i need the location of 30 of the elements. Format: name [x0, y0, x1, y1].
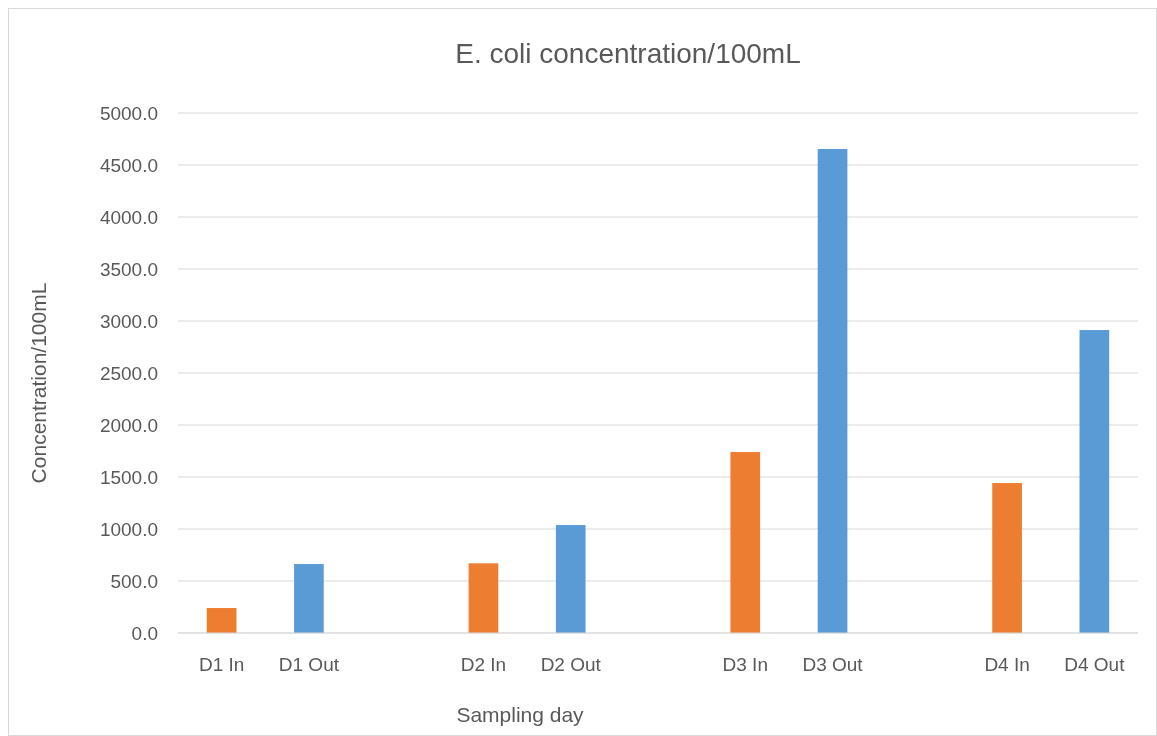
y-tick-label: 3500.0	[99, 258, 158, 280]
bar	[817, 148, 848, 633]
chart-title: E. coli concentration/100mL	[455, 38, 801, 69]
y-tick-label: 4000.0	[99, 206, 158, 228]
bar	[294, 564, 324, 633]
x-tick-label: D4 Out	[1064, 654, 1126, 675]
y-tick-label: 4500.0	[99, 154, 158, 176]
bar	[730, 452, 761, 633]
x-tick-label: D2 Out	[540, 654, 602, 675]
x-tick-label: D4 In	[984, 654, 1030, 675]
y-tick-label: 1500.0	[99, 466, 158, 488]
y-tick-label: 2000.0	[99, 414, 158, 436]
bar	[992, 483, 1022, 633]
y-tick-label: 0.0	[131, 622, 158, 644]
x-tick-label: D3 Out	[802, 654, 864, 675]
bar	[206, 608, 237, 633]
y-tick-label: 1000.0	[99, 518, 158, 540]
bar	[555, 525, 586, 633]
x-tick-label: D2 In	[460, 654, 507, 675]
x-tick-label: D1 Out	[278, 654, 340, 675]
x-tick-label: D1 In	[198, 654, 245, 675]
x-axis-title: Sampling day	[456, 703, 585, 726]
bar	[468, 563, 499, 633]
x-tick-label: D3 In	[722, 654, 768, 675]
y-tick-label: 2500.0	[99, 362, 158, 384]
y-axis-title: Concentration/100mL	[27, 282, 50, 484]
y-tick-label: 5000.0	[99, 102, 158, 124]
bar	[1079, 330, 1110, 633]
y-tick-label: 3000.0	[99, 310, 158, 332]
y-tick-label: 500.0	[110, 570, 158, 592]
